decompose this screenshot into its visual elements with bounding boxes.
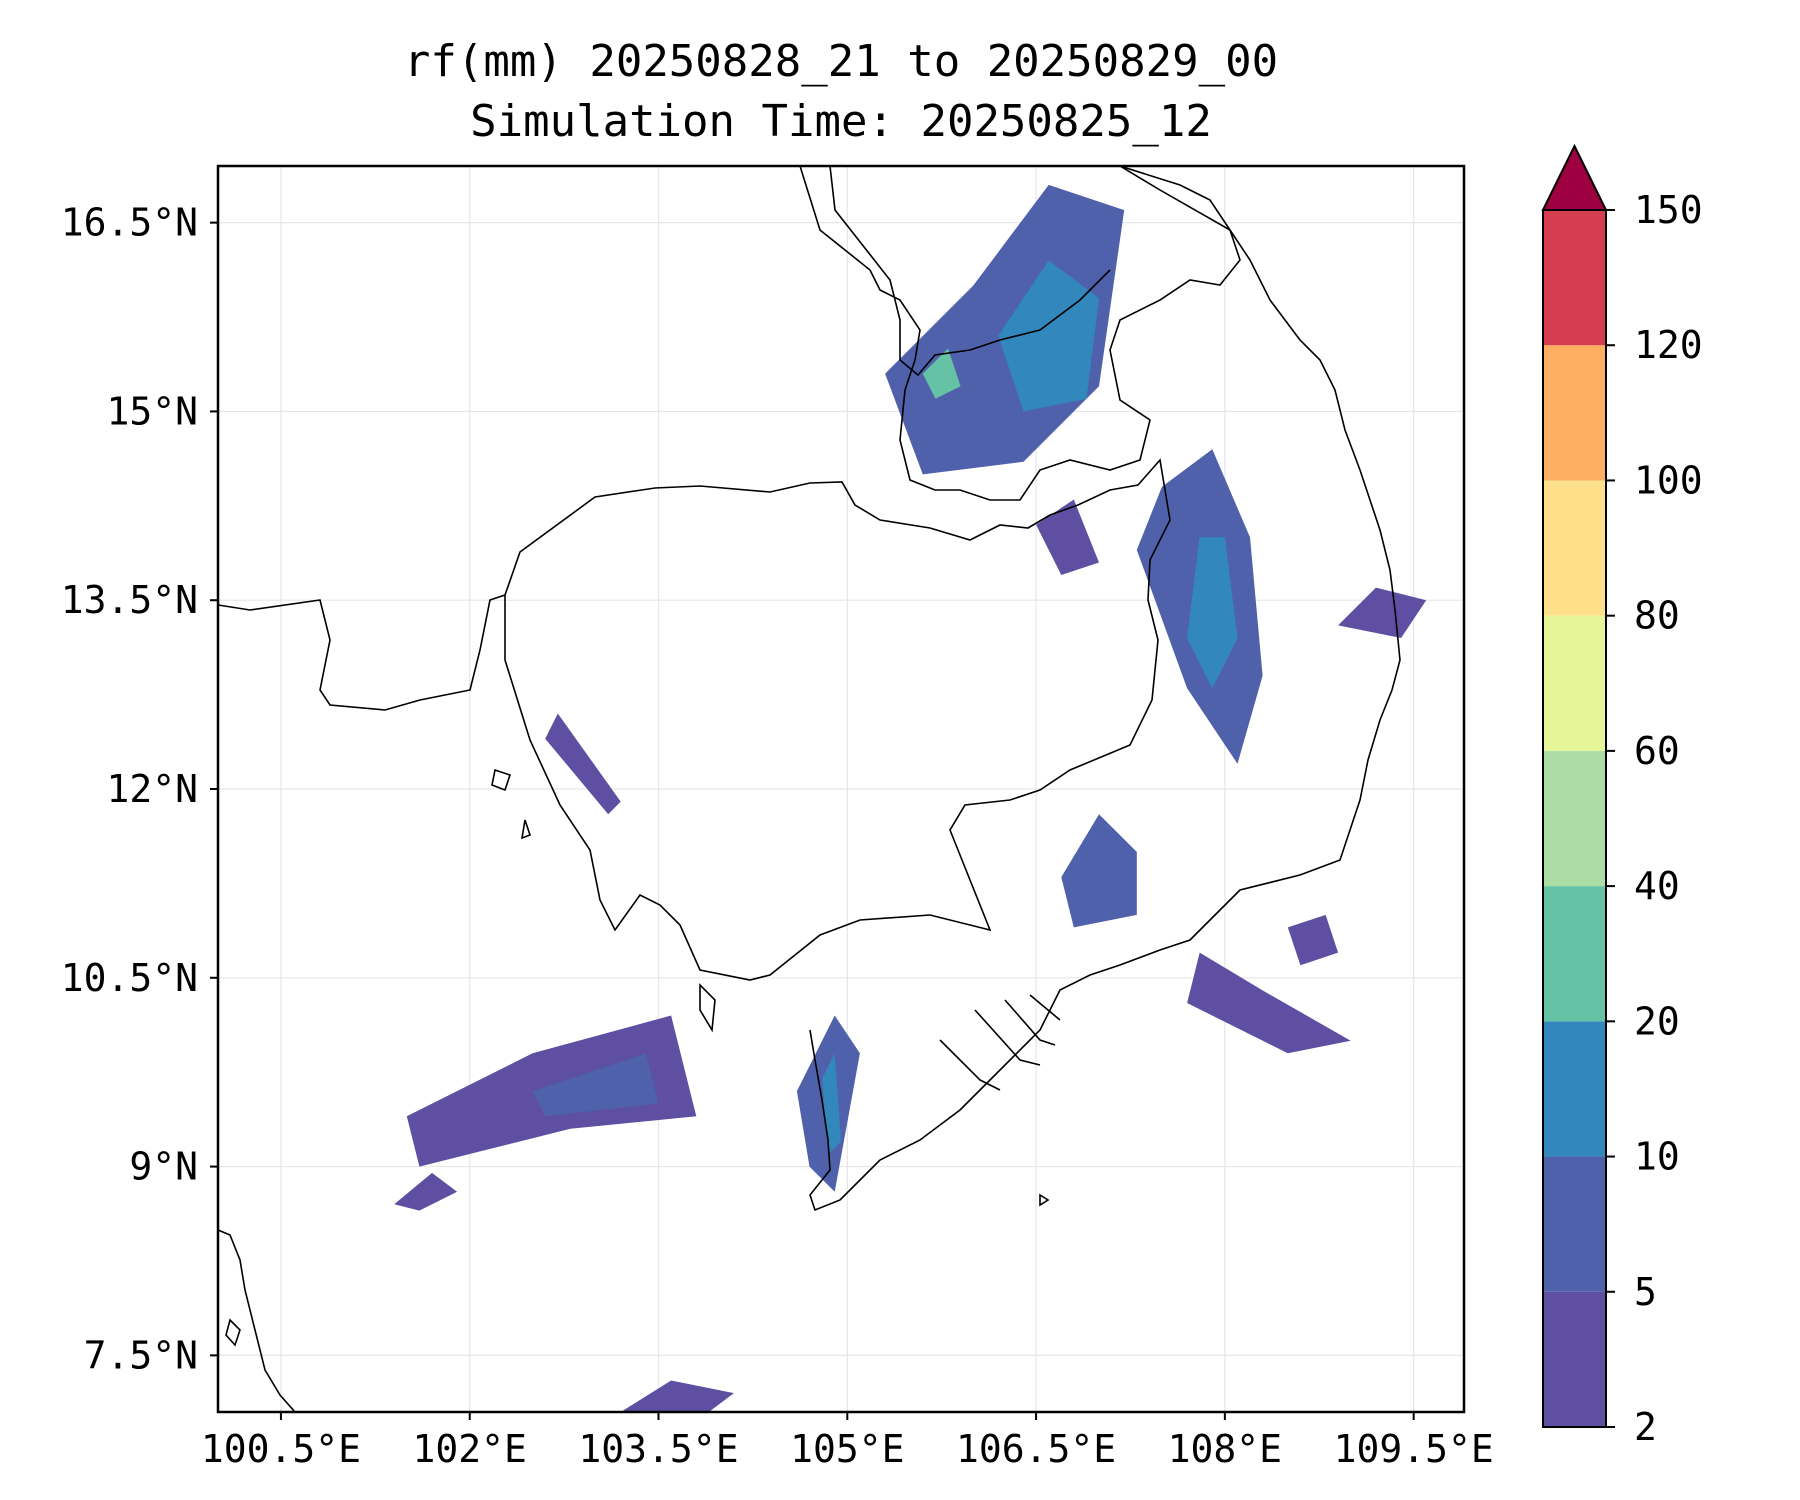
colorbar-label-0: 2 bbox=[1634, 1405, 1657, 1449]
rain-area-14 bbox=[1338, 587, 1427, 638]
laos-border bbox=[829, 166, 1111, 377]
colorbar-label-9: 150 bbox=[1634, 188, 1703, 232]
colorbar-label-4: 40 bbox=[1634, 864, 1680, 908]
axis-ticks: 100.5°E 102°E 103.5°E 105°E 106.5°E 108°E 109.… bbox=[61, 201, 1494, 1471]
lat-tick-label-6: 16.5°N bbox=[61, 201, 198, 245]
rainfall-contours bbox=[394, 184, 1427, 1412]
lat-tick-label-4: 13.5°N bbox=[61, 578, 198, 622]
rain-area-6 bbox=[532, 1053, 659, 1117]
colorbar-segment-7 bbox=[1543, 345, 1606, 481]
country-boundaries bbox=[218, 166, 1401, 1412]
lat-tick-label-5: 15°N bbox=[106, 389, 198, 433]
lon-tick-label-1: 102°E bbox=[413, 1427, 527, 1471]
lat-tick-label-0: 7.5°N bbox=[84, 1333, 198, 1377]
gulf-coast-thailand bbox=[218, 1229, 296, 1412]
lat-tick-label-1: 9°N bbox=[129, 1145, 198, 1189]
colorbar-label-5: 60 bbox=[1634, 729, 1680, 773]
colorbar-label-1: 5 bbox=[1634, 1270, 1657, 1314]
colorbar-label-3: 20 bbox=[1634, 999, 1680, 1043]
vietnam-coast bbox=[809, 166, 1401, 1212]
colorbar-segment-2 bbox=[1543, 1021, 1606, 1157]
rain-area-13 bbox=[394, 1172, 458, 1211]
thailand-cambodia-border bbox=[218, 594, 506, 711]
rain-area-15 bbox=[1036, 499, 1099, 575]
lon-tick-label-2: 103.5°E bbox=[578, 1427, 738, 1471]
mekong-delta-channels bbox=[939, 994, 1061, 1091]
colorbar-segment-3 bbox=[1543, 886, 1606, 1022]
lat-tick-label-3: 12°N bbox=[106, 767, 198, 811]
rain-area-2 bbox=[922, 348, 961, 399]
colorbar-label-6: 80 bbox=[1634, 594, 1680, 638]
islands bbox=[225, 768, 1050, 1347]
map-title: rf(mm) 20250828_21 to 20250829_00 bbox=[403, 36, 1279, 87]
colorbar-frame bbox=[1542, 209, 1607, 1428]
cambodia-border bbox=[504, 458, 1171, 981]
lon-tick-label-4: 106.5°E bbox=[956, 1427, 1116, 1471]
rain-area-9 bbox=[1061, 814, 1137, 928]
rain-area-1 bbox=[998, 260, 1099, 412]
colorbar-segment-6 bbox=[1543, 480, 1606, 616]
colorbar-label-7: 100 bbox=[1634, 458, 1703, 502]
colorbar-segment-5 bbox=[1543, 615, 1606, 751]
colorbar-extend-arrow bbox=[1541, 143, 1608, 211]
rain-area-16 bbox=[1287, 914, 1339, 966]
rain-area-10 bbox=[1187, 952, 1351, 1054]
colorbar-segment-4 bbox=[1543, 750, 1606, 887]
colorbar-segment-8 bbox=[1543, 210, 1606, 346]
lat-tick-label-2: 10.5°N bbox=[61, 956, 198, 1000]
colorbar-label-8: 120 bbox=[1634, 323, 1703, 367]
map-subtitle: Simulation Time: 20250825_12 bbox=[470, 96, 1212, 147]
colorbar-segment-0 bbox=[1543, 1291, 1606, 1427]
rain-area-11 bbox=[545, 713, 621, 815]
lon-tick-label-6: 109.5°E bbox=[1334, 1427, 1494, 1471]
lon-tick-label-5: 108°E bbox=[1168, 1427, 1282, 1471]
rain-area-4 bbox=[1187, 537, 1238, 689]
rain-area-12 bbox=[620, 1380, 734, 1412]
laos-vietnam-border bbox=[799, 166, 1241, 501]
colorbar-segment-1 bbox=[1543, 1156, 1606, 1292]
colorbar-label-2: 10 bbox=[1634, 1135, 1680, 1179]
lon-tick-label-3: 105°E bbox=[790, 1427, 904, 1471]
lon-tick-label-0: 100.5°E bbox=[201, 1427, 361, 1471]
